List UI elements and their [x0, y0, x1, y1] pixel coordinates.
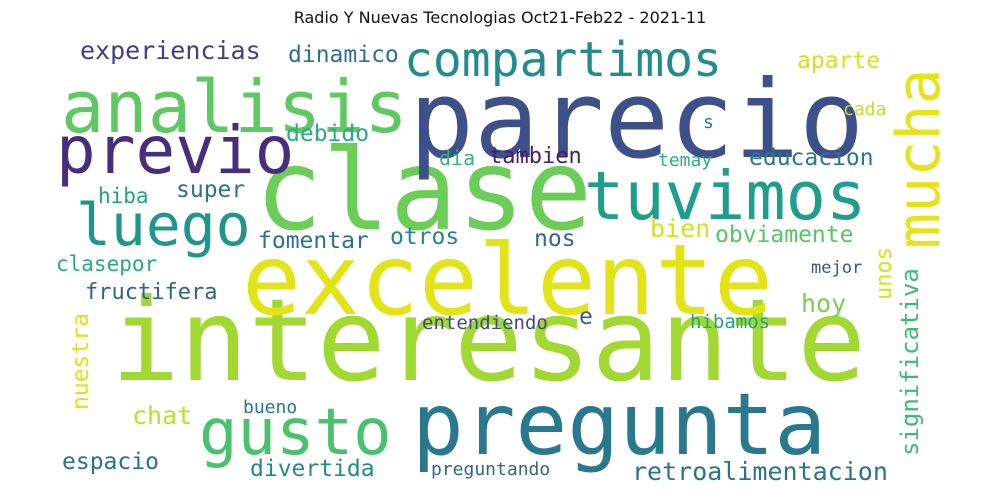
word-parecio: parecio [409, 58, 865, 183]
word-nos: nos [534, 226, 576, 252]
word-hibamos: hibamos [690, 311, 771, 333]
word-interesante: interesante [111, 274, 866, 407]
word-clasepor: clasepor [56, 252, 158, 276]
word-significativa: significativa [896, 268, 924, 456]
word-temay: temay [658, 150, 713, 171]
word-entendiendo: entendiendo [422, 312, 548, 334]
word-dinamico: dinamico [288, 42, 399, 68]
word-super: super [176, 177, 246, 203]
word-fructifera: fructifera [85, 280, 218, 305]
word-cada: cada [843, 99, 887, 120]
word-chat: chat [132, 401, 193, 430]
word-gusto: gusto [199, 396, 392, 470]
word-fomentar: fomentar [258, 228, 369, 254]
word-dia: dia [439, 146, 476, 170]
word-pregunta: pregunta [412, 375, 827, 475]
word-compartimos: compartimos [404, 32, 722, 88]
word-excelente: excelente [242, 224, 774, 338]
word-tambien: tambien [489, 144, 582, 169]
word-aparte: aparte [797, 48, 881, 74]
word-bueno: bueno [243, 397, 298, 418]
word-otros: otros [390, 224, 460, 250]
word-obviamente: obviamente [715, 222, 854, 248]
word-analisis: analisis [61, 65, 408, 149]
word-luego: luego [76, 191, 251, 259]
word-hoy: hoy [801, 289, 847, 318]
word-experiencias: experiencias [80, 36, 261, 65]
word-hiba: hiba [98, 184, 149, 208]
word-e: e [579, 304, 593, 330]
chart-title: Radio Y Nuevas Tecnologias Oct21-Feb22 -… [293, 8, 707, 27]
word-bien: bien [650, 214, 711, 243]
word-preguntando: preguntando [431, 459, 551, 480]
word-unos: unos [872, 247, 897, 300]
word-s: s [703, 112, 714, 133]
word-tuvimos: tuvimos [584, 157, 867, 235]
word-espacio: espacio [62, 449, 159, 475]
word-cloud: interesante excelente clase parecio preg… [56, 32, 954, 486]
word-mejor: mejor [811, 258, 863, 278]
word-clase: clase [255, 126, 593, 256]
word-previo: previo [56, 112, 295, 189]
word-nuestra: nuestra [68, 313, 94, 410]
word-retroalimentacion: retroalimentacion [632, 457, 888, 486]
word-divertida: divertida [250, 456, 375, 482]
word-educacion: educacion [749, 145, 874, 171]
word-debido: debido [286, 121, 370, 147]
word-mucha: mucha [884, 68, 954, 249]
